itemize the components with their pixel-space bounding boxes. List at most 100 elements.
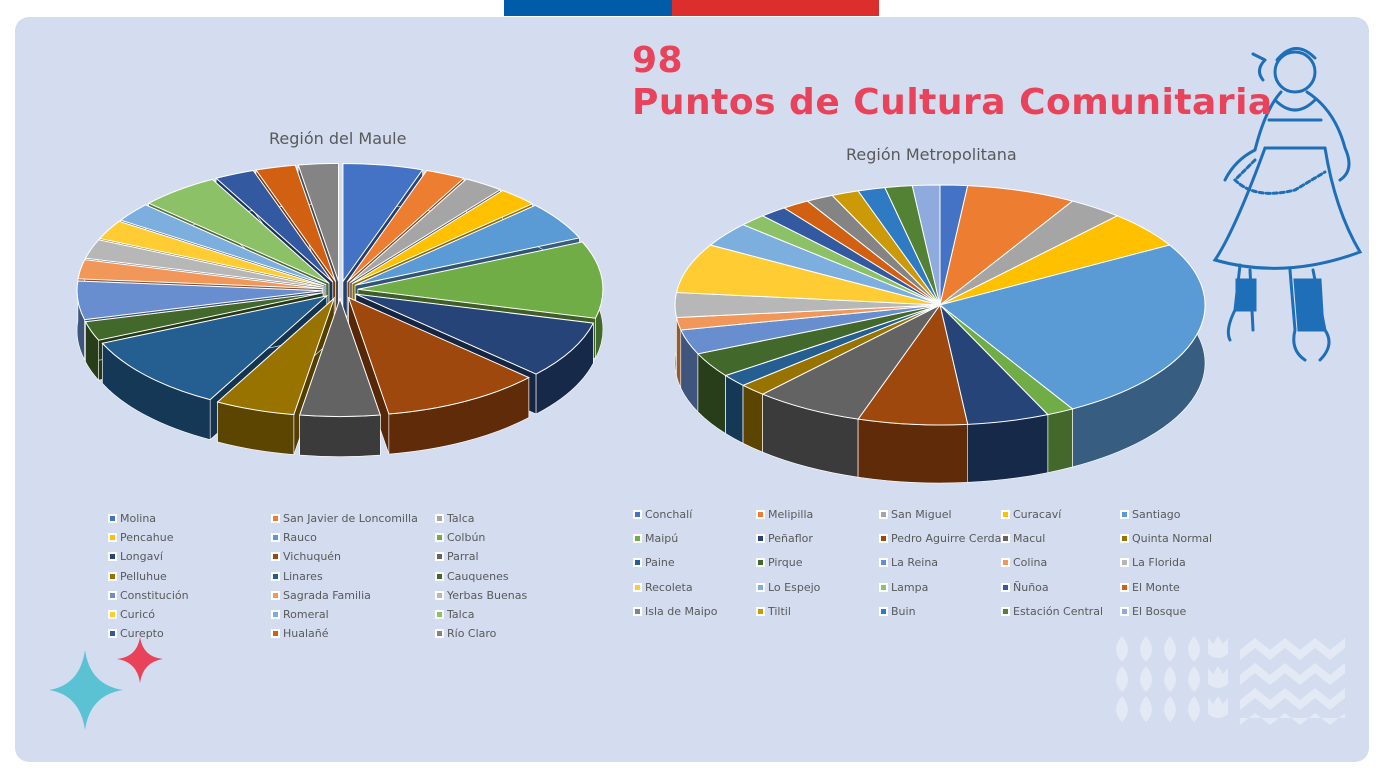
- legend-item: Romeral: [271, 608, 329, 621]
- pie-slice-constitución: Constitución: 2: [76, 280, 323, 321]
- legend-swatch: [435, 629, 444, 638]
- drop-shape: [1208, 696, 1228, 718]
- legend-swatch: [633, 558, 642, 567]
- legend-label: Estación Central: [1013, 605, 1104, 618]
- legend-swatch: [108, 572, 117, 581]
- drop-shape: [1140, 696, 1152, 722]
- legend-item: Pencahue: [108, 531, 173, 544]
- legend-swatch: [633, 583, 642, 592]
- legend-swatch: [271, 514, 280, 523]
- pie-slice-río-claro: Río Claro: 1: [297, 162, 340, 282]
- legend-item: Curepto: [108, 627, 164, 640]
- legend-item: Colina: [1001, 556, 1047, 569]
- legend-item: Pedro Aguirre Cerda: [879, 532, 1001, 545]
- legend-label: Constitución: [120, 589, 189, 602]
- pie-slice-pelluhue: Pelluhue: 2: [216, 296, 336, 416]
- legend-item: Ñuñoa: [1001, 581, 1049, 594]
- drop-shape: [1188, 666, 1200, 692]
- legend-swatch: [108, 610, 117, 619]
- legend-label: Rauco: [283, 531, 317, 544]
- legend-label: Sagrada Familia: [283, 589, 371, 602]
- legend-swatch: [633, 607, 642, 616]
- legend-swatch: [1001, 583, 1010, 592]
- legend-label: Conchalí: [645, 508, 693, 521]
- pie-slice-pencahue: Pencahue: 1: [351, 189, 534, 285]
- legend-swatch: [108, 514, 117, 523]
- legend-item: Rauco: [271, 531, 317, 544]
- legend-item: San Javier de Loncomilla: [271, 512, 418, 525]
- pie-slice-vichuquén: Vichuquén: 4: [347, 296, 530, 415]
- legend-label: Curicó: [120, 608, 156, 621]
- legend-item: Talca: [435, 608, 474, 621]
- legend-item: Buin: [879, 605, 916, 618]
- legend-swatch: [756, 607, 765, 616]
- sparkle-decoration: [49, 637, 163, 730]
- drop-shape: [1208, 636, 1228, 658]
- legend-swatch: [633, 510, 642, 519]
- legend-swatch: [1001, 607, 1010, 616]
- legend-item: Lampa: [879, 581, 928, 594]
- legend-item: Peñaflor: [756, 532, 813, 545]
- legend-item: Cauquenes: [435, 570, 509, 583]
- legend-label: Maipú: [645, 532, 679, 545]
- pie-slice-santiago: Santiago: 15: [938, 244, 1206, 410]
- legend-item: Colbún: [435, 531, 485, 544]
- legend-item: Macul: [1001, 532, 1045, 545]
- legend-swatch: [435, 610, 444, 619]
- legend-swatch: [271, 591, 280, 600]
- legend-swatch: [108, 533, 117, 542]
- legend-item: Lo Espejo: [756, 581, 820, 594]
- legend-swatch: [1001, 510, 1010, 519]
- legend-label: El Monte: [1132, 581, 1180, 594]
- legend-label: Pencahue: [120, 531, 174, 544]
- legend-swatch: [756, 510, 765, 519]
- legend-swatch: [271, 533, 280, 542]
- legend-item: Santiago: [1120, 508, 1181, 521]
- legend-swatch: [1001, 558, 1010, 567]
- legend-item: Estación Central: [1001, 605, 1103, 618]
- legend-swatch: [108, 591, 117, 600]
- legend-item: Yerbas Buenas: [435, 589, 527, 602]
- pie-slice-talca: Talca: 2: [147, 178, 330, 284]
- legend-label: La Reina: [891, 556, 939, 569]
- legend-label: Melipilla: [768, 508, 814, 521]
- slice-side-7: [857, 418, 968, 484]
- legend-item: Curicó: [108, 608, 155, 621]
- legend-swatch: [879, 558, 888, 567]
- legend-label: Lampa: [891, 581, 929, 594]
- pie-slice-melipilla: Melipilla: 4: [939, 185, 1074, 307]
- legend-item: Vichuquén: [271, 550, 341, 563]
- chart-title-maule: Región del Maule: [269, 129, 407, 148]
- pattern-decoration: [1116, 636, 1345, 725]
- legend-item: Tiltil: [756, 605, 791, 618]
- legend-item: Maipú: [633, 532, 678, 545]
- flag-bar-red: [672, 0, 879, 16]
- legend-item: Conchalí: [633, 508, 692, 521]
- legend-item: Recoleta: [633, 581, 693, 594]
- pie-1: Conchalí: 1Melipilla: 4San Miguel: 2Cura…: [674, 184, 1206, 484]
- legend-swatch: [435, 552, 444, 561]
- slice-side-8: [299, 414, 381, 457]
- legend-item: El Bosque: [1120, 605, 1186, 618]
- pie-slice-macul: Macul: 4: [761, 304, 941, 420]
- legend-label: Linares: [283, 570, 323, 583]
- legend-swatch: [633, 534, 642, 543]
- legend-label: Recoleta: [645, 581, 693, 594]
- legend-swatch: [108, 629, 117, 638]
- legend-swatch: [1001, 534, 1010, 543]
- legend-label: Curepto: [120, 627, 164, 640]
- legend-item: La Florida: [1120, 556, 1186, 569]
- pie-slice-linares: Linares: 4: [101, 294, 329, 401]
- drop-shape: [1188, 696, 1200, 722]
- pie-slice-yerbas-buenas: Yerbas Buenas: 1: [84, 239, 324, 288]
- pie-slice-san-javier-de-loncomilla: San Javier de Loncomilla: 1: [346, 169, 465, 283]
- flag-bar-blue: [504, 0, 672, 16]
- pie-slice-romeral: Romeral: 1: [119, 204, 326, 286]
- legend-label: El Bosque: [1132, 605, 1187, 618]
- legend-label: Molina: [120, 512, 157, 525]
- pie-slice-rauco: Rauco: 2: [354, 204, 581, 286]
- legend-label: Longaví: [120, 550, 163, 563]
- legend-swatch: [1120, 607, 1129, 616]
- legend-item: Linares: [271, 570, 323, 583]
